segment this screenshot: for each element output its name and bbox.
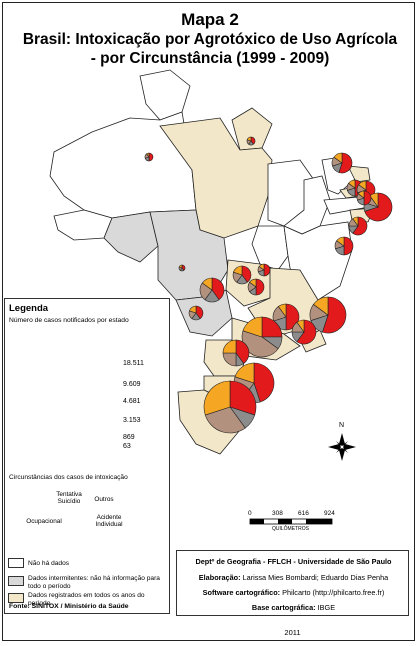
pie-slice-rs: [229, 380, 257, 416]
swatch-intermittent: [8, 576, 24, 586]
map-frame: [2, 2, 415, 641]
pie-slice-to: [241, 265, 252, 283]
pie-label-acidente: Acidente Individual: [95, 514, 123, 528]
credits-dept: Deptº de Geografia - FFLCH - Universidad…: [195, 557, 392, 566]
pie-slice-pr: [222, 339, 237, 354]
swatch-label-all-years: Dados registrados em todos os anos do pe…: [28, 592, 145, 607]
scale-bar: [249, 518, 333, 525]
map-subtitle-line1: Brasil: Intoxicação por Agrotóxico de Us…: [22, 31, 398, 48]
pie-slice-mt: [211, 277, 225, 301]
credits-elab-value: Larissa Mies Bombardi; Eduardo Dias Penh…: [242, 573, 389, 582]
credits-soft-label: Software cartográfico:: [202, 588, 281, 597]
pie-slice-sp: [241, 330, 279, 358]
credits-base-label: Base cartográfica:: [251, 603, 316, 612]
pie-slice-al: [357, 190, 365, 199]
size-label-3: 4.681: [123, 398, 141, 405]
legend-size-caption: Número de casos notificados por estado: [9, 317, 129, 324]
pie-slice-ce: [333, 152, 343, 164]
scale-unit: QUILÔMETROS: [272, 526, 309, 532]
size-label-2: 9.609: [123, 381, 141, 388]
swatch-no-data: [8, 558, 24, 568]
credits-elab-label: Elaboração:: [198, 573, 241, 582]
swatch-label-intermittent: Dados intermitentes: não há informação p…: [28, 575, 160, 590]
pie-slice-ro: [178, 264, 183, 269]
pie-slice-rs: [203, 380, 231, 416]
pie-label-tentativa: Tentativa Suicídio: [56, 491, 82, 505]
legend-panel: Legenda Número de casos notificados por …: [4, 298, 170, 614]
pie-slice-se: [343, 236, 354, 256]
pie-slice-al: [363, 190, 372, 206]
pie-slice-sc: [234, 362, 255, 384]
size-label-6: 63: [123, 443, 131, 450]
scale-tick-1: 308: [272, 510, 283, 517]
pie-slice-go: [255, 278, 265, 296]
scale-tick-2: 616: [298, 510, 309, 517]
pie-slice-go: [249, 278, 257, 288]
pie-slice-se: [336, 236, 345, 247]
credits-panel: Deptº de Geografia - FFLCH - Universidad…: [176, 550, 409, 616]
pie-slice-rs: [204, 406, 246, 434]
north-arrow: [328, 433, 356, 461]
pie-label-outros: Outros: [94, 496, 114, 503]
pie-slice-sp: [261, 316, 283, 338]
map-subtitle: Brasil: Intoxicação por Agrotóxico de Us…: [0, 30, 420, 68]
pie-slice-am: [146, 152, 150, 158]
pie-slice-ap: [246, 136, 252, 142]
pie-slice-ba: [352, 216, 359, 227]
pie-slice-sp: [242, 316, 263, 338]
pie-slice-mg: [277, 303, 287, 318]
pie-slice-df: [258, 263, 265, 271]
scale-tick-0: 0: [248, 510, 252, 517]
pie-slice-pb: [358, 180, 367, 191]
state-rr: [139, 69, 191, 121]
map-subtitle-line2: - por Circunstância (1999 - 2009): [90, 50, 330, 67]
size-label-4: 3.153: [123, 417, 141, 424]
size-label-1: 18.511: [123, 360, 144, 367]
state-ap: [231, 107, 273, 151]
scale-tick-3: 924: [324, 510, 335, 517]
source-note: Fonte: SINITOX / Ministério da Saúde: [9, 603, 129, 610]
north-label: N: [339, 422, 345, 429]
pie-slice-to: [233, 265, 243, 276]
map-title: Mapa 2: [181, 10, 239, 29]
swatch-all-years: [8, 593, 24, 603]
pie-slice-rn: [348, 179, 356, 189]
size-label-5: 869: [123, 434, 135, 441]
pie-slice-mt: [201, 277, 213, 291]
pie-slice-es: [313, 296, 329, 316]
pie-slice-pr: [235, 339, 250, 364]
pie-slice-rj: [296, 319, 317, 345]
credits-year: 2011: [284, 628, 301, 637]
pie-slice-es: [322, 296, 347, 334]
state-ro: [103, 211, 159, 263]
swatch-label-no-data: Não há dados: [28, 560, 70, 567]
credits-base-value: IBGE: [317, 603, 336, 612]
legend-title: Legenda: [9, 303, 49, 314]
pie-slice-df: [263, 263, 271, 277]
credits-soft-value: Philcarto (http://philcarto.free.fr): [282, 588, 385, 597]
state-pa: [159, 117, 273, 239]
proportional-pies: [144, 136, 393, 434]
pie-slice-sc: [253, 362, 275, 403]
pie-label-ocupacional: Ocupacional: [26, 518, 62, 525]
state-rn: [347, 165, 371, 183]
pie-slice-ba: [352, 216, 368, 236]
circumstance-caption: Circunstâncias dos casos de intoxicação: [9, 474, 128, 481]
pie-slice-rj: [296, 319, 305, 333]
pie-slice-ms: [188, 305, 197, 314]
